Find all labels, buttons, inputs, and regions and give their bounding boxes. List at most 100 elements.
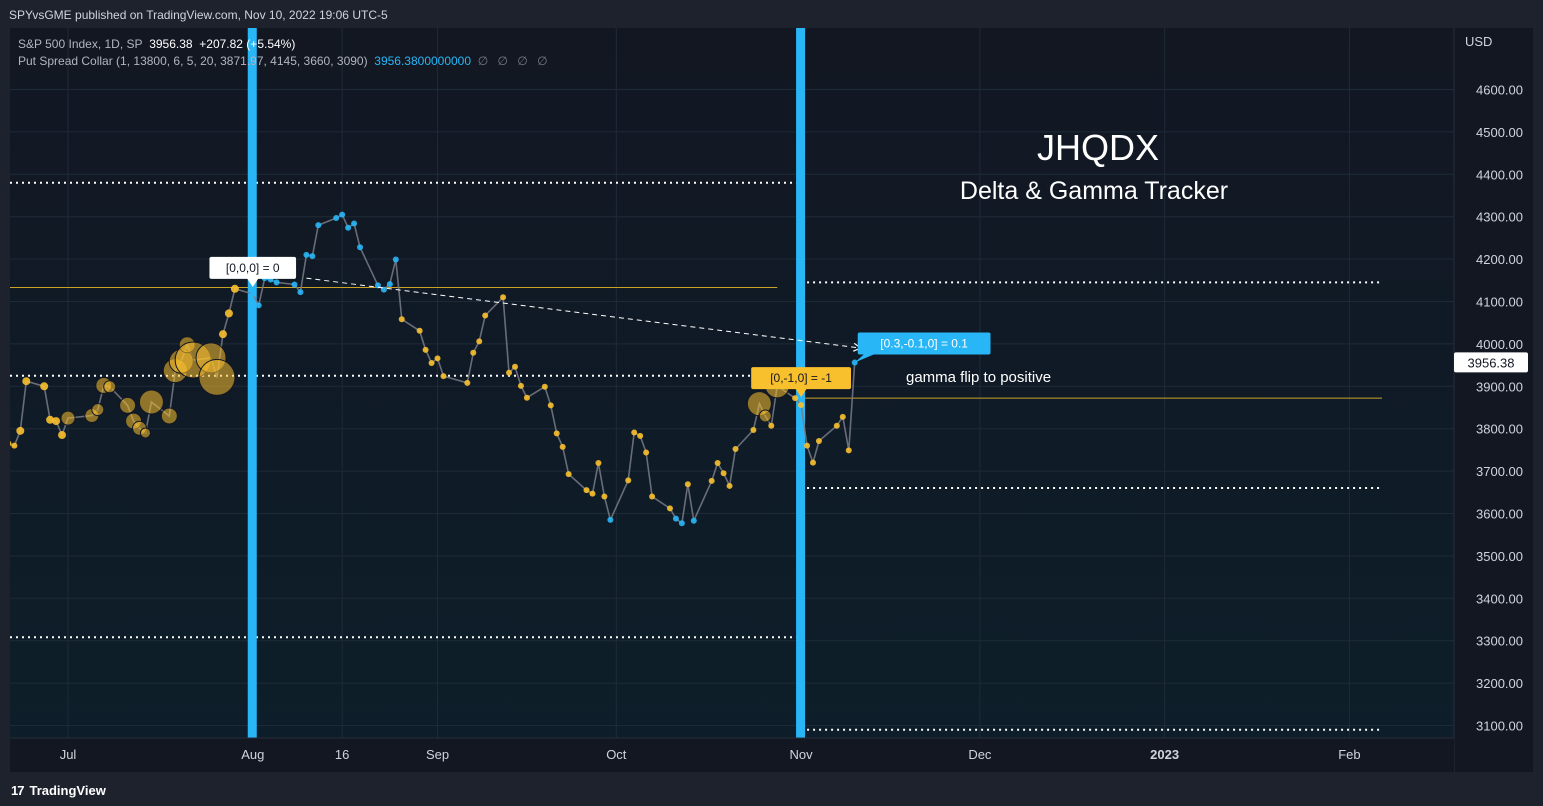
chart-panel[interactable]: [0,0,0] = 0 [0,-1,0] = -1 [0.3,-0.1,0] = 0… [10,28,1533,772]
callout-box [857,332,991,355]
y-tick-label: 4000.00 [1476,337,1523,352]
price-point [839,413,846,420]
last-price-tag: 3956.38 [1454,352,1528,373]
level-lines [10,181,1382,731]
callout-pointer [246,277,259,287]
trend-arrow-line [306,277,862,352]
gamma-annotation: gamma flip to positive [906,369,1051,386]
tradingview-brand: TradingView [29,783,106,798]
price-point [595,460,602,467]
price-point [708,477,715,484]
price-points [10,211,858,527]
price-point [684,481,691,488]
price-point [517,382,524,389]
na-symbols: ∅ ∅ ∅ ∅ [477,54,551,68]
y-tick-label: 4200.00 [1476,252,1523,267]
callout-labels: [0,0,0] = 0 [0,-1,0] = -1 [0.3,-0.1,0] = 0… [209,256,991,398]
price-point [309,253,316,260]
price-point [357,244,364,251]
vertical-bands [247,28,806,738]
price-point [22,377,31,386]
price-point [392,256,399,263]
y-tick-label: 4600.00 [1476,83,1523,98]
price-point [230,284,239,293]
price-point [103,380,117,394]
indicator-info: Put Spread Collar (1, 13800, 6, 5, 20, 3… [18,54,368,68]
x-tick-label: Oct [606,747,627,762]
tradingview-logo-icon: 17 [11,783,25,798]
price-point [40,382,49,391]
chart-subtitle: Delta & Gamma Tracker [960,177,1228,205]
indicator-legend-row[interactable]: Put Spread Collar (1, 13800, 6, 5, 20, 3… [18,53,551,70]
price-point [218,330,227,339]
price-point [273,279,280,286]
chart-legend: S&P 500 Index, 1D, SP 3956.38 +207.82 (+… [18,36,551,70]
price-point [52,417,61,426]
y-tick-label: 3300.00 [1476,634,1523,649]
price-point [16,426,25,435]
x-axis-pane[interactable] [10,738,1454,772]
last-price-value: 3956.38 [1468,355,1515,370]
price-point [224,309,233,318]
x-tick-label: Feb [1338,747,1360,762]
price-point [637,432,644,439]
price-point [315,222,322,229]
price-point [601,493,608,500]
trend-arrow [306,277,862,352]
price-point [506,369,513,376]
price-point [139,427,151,439]
y-axis-pane[interactable] [1454,28,1533,772]
price-point [291,281,298,288]
currency-label: USD [1465,34,1492,49]
price-point [386,281,393,288]
price-point [810,459,816,466]
price-point [119,396,137,414]
price-point [792,395,799,402]
callout-pointer [854,354,874,363]
price-point [198,358,236,396]
callout-label: [0,-1,0] = -1 [770,371,832,385]
y-tick-label: 3500.00 [1476,549,1523,564]
price-point [512,363,518,370]
x-axis-ticks: Jul Aug 16 Sep Oct Nov Dec 2023 Feb [60,747,1361,762]
price-point [333,214,340,221]
symbol-legend-row[interactable]: S&P 500 Index, 1D, SP 3956.38 +207.82 (+… [18,36,551,53]
callout-box [209,256,297,279]
price-point [11,442,18,449]
price-point [758,409,772,423]
y-tick-label: 3900.00 [1476,379,1523,394]
chart-title: JHQDX [1037,127,1159,168]
price-point [643,449,650,456]
price-point [339,211,346,218]
y-tick-label: 3600.00 [1476,507,1523,522]
price-point [768,422,775,429]
axes: USD [10,28,1533,772]
price-point [434,355,441,362]
callout-label: [0.3,-0.1,0] = 0.1 [880,337,968,351]
x-tick-label: Aug [241,747,264,762]
price-point [553,430,560,437]
chart-canvas[interactable]: [0,0,0] = 0 [0,-1,0] = -1 [0.3,-0.1,0] = 0… [10,28,1533,772]
footer-bar: 17 TradingView [0,772,1543,806]
price-point [351,220,358,227]
price-point [91,403,105,417]
price-point [416,327,423,334]
price-point [255,302,262,309]
price-point [470,349,477,356]
y-tick-label: 4100.00 [1476,295,1523,310]
price-point [732,446,739,453]
price-point [589,490,596,497]
price-point [672,515,679,522]
price-point [138,389,164,415]
price-point [583,487,590,494]
price-point [46,415,55,424]
price-line [10,213,856,525]
callout-pointer [795,388,808,398]
price-point [690,517,697,524]
tradingview-logo[interactable]: 17 TradingView [11,783,106,798]
indicator-value: 3956.3800000000 [374,54,472,68]
price-point [833,422,840,429]
y-tick-label: 3100.00 [1476,719,1523,734]
price-point [464,379,471,386]
price-point [303,251,310,258]
